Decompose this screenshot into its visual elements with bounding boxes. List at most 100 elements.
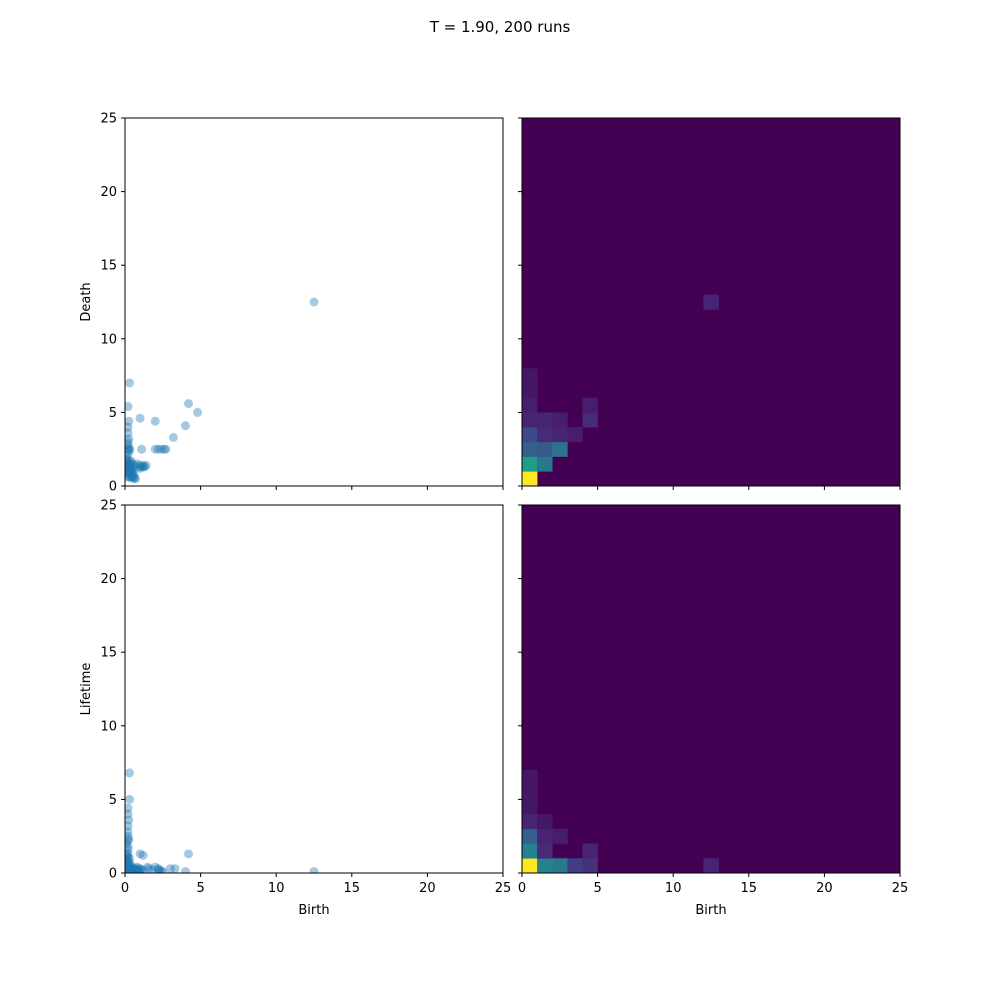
scatter-point (125, 867, 132, 873)
heatmap-cell (537, 843, 553, 859)
scatter-point (156, 444, 166, 454)
panel-top-left: 0 5 10 15 20 25 Death (79, 112, 504, 495)
scatter-point (144, 864, 154, 873)
scatter-point (159, 444, 169, 454)
scatter-point (131, 867, 141, 873)
heatmap-cell (582, 858, 598, 874)
heatmap-cell (522, 471, 538, 487)
scatter-point (125, 443, 134, 453)
scatter-point (125, 867, 133, 873)
scatter-point (125, 809, 133, 819)
y-tick-label: 10 (100, 332, 117, 347)
scatter-point (126, 460, 136, 470)
scatter-point (125, 861, 133, 871)
heatmap-cell (537, 427, 553, 443)
scatter-point (128, 472, 138, 482)
x-tick-label: 25 (892, 881, 909, 896)
scatter-point (129, 469, 139, 479)
scatter-point (180, 421, 190, 431)
scatter-point (125, 836, 133, 846)
y-tick-label: 10 (100, 719, 117, 734)
scatter-point (125, 794, 135, 804)
scatter-point (125, 864, 132, 873)
panel-bottom-right: 0 5 10 15 20 25 Birth (518, 504, 909, 918)
scatter-point (125, 472, 135, 482)
scatter-point (153, 444, 163, 454)
scatter-point (125, 472, 133, 482)
scatter-point (125, 831, 133, 841)
heatmap-cell (537, 828, 553, 844)
scatter-point (128, 867, 138, 873)
scatter-point (125, 416, 134, 426)
scatter-point (135, 413, 145, 423)
heatmap-cell (552, 412, 568, 428)
scatter-point (125, 434, 134, 444)
scatter-point (125, 842, 133, 852)
scatter-point (125, 834, 134, 844)
x-tick-label: 20 (816, 881, 833, 896)
scatter-point (126, 466, 136, 476)
y-tick-label: 20 (100, 572, 117, 587)
scatter-point (184, 399, 194, 409)
scatter-point (125, 452, 132, 462)
heatmap-cell (537, 456, 553, 472)
scatter-point (129, 472, 139, 482)
scatter-point (126, 861, 136, 871)
heatmap-cell (582, 843, 598, 859)
y-axis-label: Lifetime (79, 663, 94, 716)
scatter-point (125, 460, 132, 470)
x-tick-label: 10 (665, 881, 682, 896)
scatter-point (156, 867, 166, 873)
axes-frame (521, 117, 901, 487)
scatter-point (138, 850, 148, 860)
heatmap-cell (522, 858, 538, 874)
scatter-point (180, 867, 190, 873)
scatter-point (135, 864, 145, 873)
scatter-point (125, 469, 135, 479)
heatmap-cell (522, 828, 538, 844)
scatter-point (128, 466, 138, 476)
scatter-point (125, 449, 133, 459)
scatter-point (135, 849, 145, 859)
x-axis-label: Birth (298, 903, 329, 918)
heatmap-cell (567, 858, 583, 874)
scatter-point (138, 460, 148, 470)
scatter-point (125, 821, 133, 831)
scatter-point (132, 867, 142, 873)
scatter-point (125, 849, 132, 859)
scatter-point (125, 463, 133, 473)
scatter-point (168, 432, 178, 442)
x-tick-label: 5 (196, 881, 204, 896)
scatter-point (126, 864, 136, 873)
x-tick-label: 20 (419, 881, 436, 896)
heatmap-cell (522, 814, 538, 830)
heatmap-cell (552, 828, 568, 844)
scatter-point (153, 865, 163, 873)
scatter-point (126, 472, 136, 482)
heatmap-cell (582, 412, 598, 428)
scatter-point (132, 865, 142, 873)
scatter-point (125, 861, 132, 871)
heatmap-cell (537, 858, 553, 874)
heatmap-cell (522, 456, 538, 472)
scatter-point (128, 469, 138, 479)
scatter-point (125, 858, 132, 868)
axes-frame (521, 504, 901, 874)
scatter-point (150, 862, 160, 872)
scatter-point (125, 460, 135, 470)
y-tick-label: 15 (100, 646, 117, 661)
scatter-point (125, 422, 133, 432)
heatmap-cell (537, 412, 553, 428)
heatmap-cell (522, 397, 538, 413)
scatter-point (125, 858, 135, 868)
scatter-points (125, 768, 319, 873)
scatter-point (125, 853, 135, 863)
scatter-point (131, 865, 141, 873)
scatter-point (125, 852, 132, 862)
scatter-point (125, 803, 133, 813)
scatter-point (126, 867, 136, 873)
scatter-point (125, 855, 132, 865)
x-tick-label: 5 (593, 881, 601, 896)
heatmap-cell (537, 441, 553, 457)
